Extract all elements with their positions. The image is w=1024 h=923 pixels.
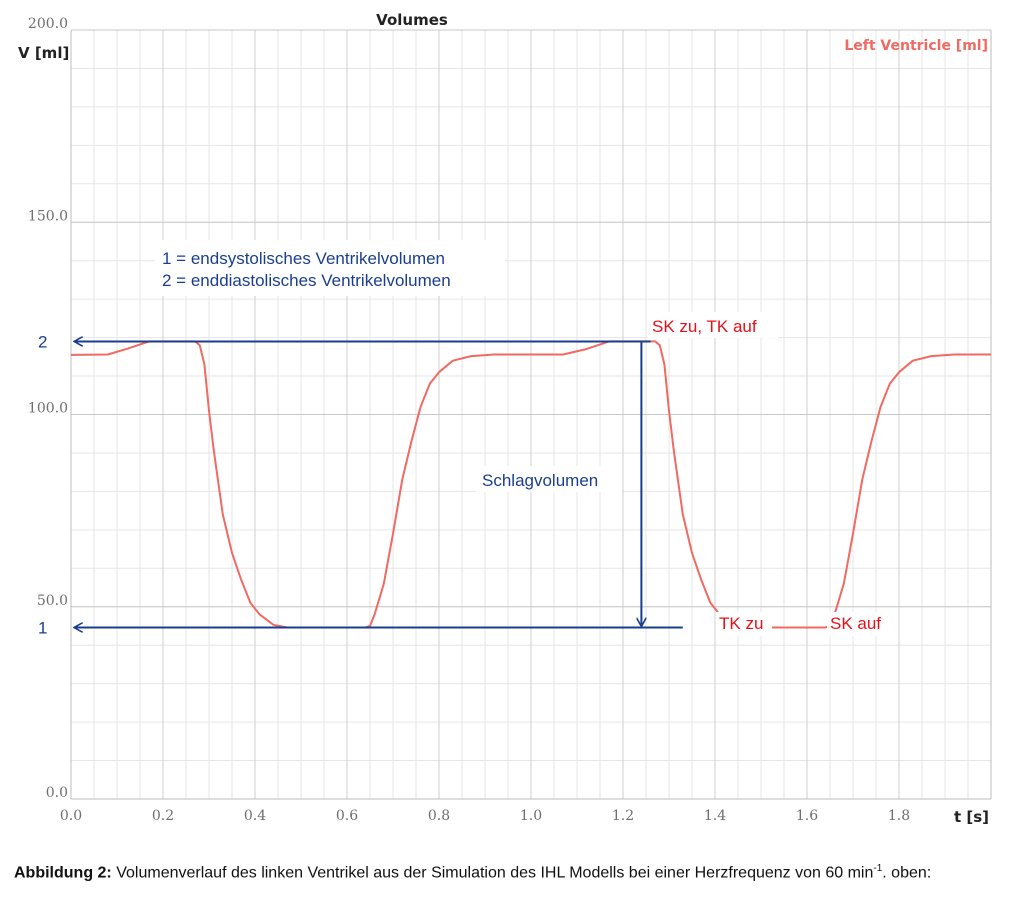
marker-2-label: 2 — [38, 332, 47, 351]
series-line-left-ventricle — [70, 340, 991, 629]
annotations: 1 = endsystolisches Ventrikelvolumen 2 = … — [38, 240, 893, 638]
y-tick-label: 100.0 — [28, 401, 68, 417]
stroke-volume-label-background — [476, 466, 622, 492]
x-tick-label: 0.2 — [152, 808, 174, 824]
sk-auf-label: SK auf — [830, 614, 881, 633]
tk-zu-label-background — [716, 612, 772, 636]
sk-zu-tk-auf-label: SK zu, TK auf — [652, 317, 757, 336]
axes: 0.0 0.2 0.4 0.6 0.8 1.0 1.2 1.4 1.6 1.8 0.0 50.0 100… — [28, 16, 992, 824]
legend-left-ventricle: Left Ventricle [ml] — [844, 38, 988, 54]
caption-text: Volumenverlauf des linken Ventrikel aus … — [116, 864, 874, 882]
grid — [70, 29, 992, 800]
x-tick-label: 1.4 — [704, 808, 726, 824]
chart-title: Volumes — [376, 11, 448, 29]
caption-suffix: . oben: — [882, 864, 932, 882]
marker-1-label: 1 — [38, 619, 47, 638]
y-tick-label: 200.0 — [28, 16, 68, 32]
x-tick-label: 1.6 — [796, 808, 818, 824]
x-tick-label: 0.8 — [428, 808, 450, 824]
annotation-legend-line-2: 2 = enddiastolisches Ventrikelvolumen — [162, 271, 451, 290]
tk-zu-label: TK zu — [719, 614, 763, 633]
y-tick-label: 50.0 — [37, 593, 68, 609]
y-tick-label: 150.0 — [28, 208, 68, 224]
x-tick-label: 0.4 — [244, 808, 266, 824]
caption-superscript: -1 — [873, 863, 883, 874]
figure-caption: Abbildung 2: Volumenverlauf des linken V… — [14, 858, 1010, 884]
x-tick-label: 1.0 — [520, 808, 542, 824]
x-tick-label: 1.8 — [888, 808, 910, 824]
x-tick-label: 1.2 — [612, 808, 634, 824]
caption-label: Abbildung 2: — [14, 864, 112, 882]
sk-auf-label-background — [827, 612, 893, 636]
x-tick-label: 0.0 — [60, 808, 82, 824]
series-group — [70, 340, 991, 629]
y-axis-label: V [ml] — [18, 44, 69, 62]
x-axis-label: t [s] — [954, 808, 989, 826]
y-tick-label: 0.0 — [46, 785, 68, 801]
annotation-legend-background — [155, 240, 505, 296]
stroke-volume-label: Schlagvolumen — [482, 471, 598, 490]
sk-zu-label-background — [648, 312, 778, 338]
volume-chart: 0.0 0.2 0.4 0.6 0.8 1.0 1.2 1.4 1.6 1.8 0.0 50.0 100… — [18, 11, 992, 826]
annotation-legend-line-1: 1 = endsystolisches Ventrikelvolumen — [162, 249, 445, 268]
x-tick-label: 0.6 — [336, 808, 358, 824]
